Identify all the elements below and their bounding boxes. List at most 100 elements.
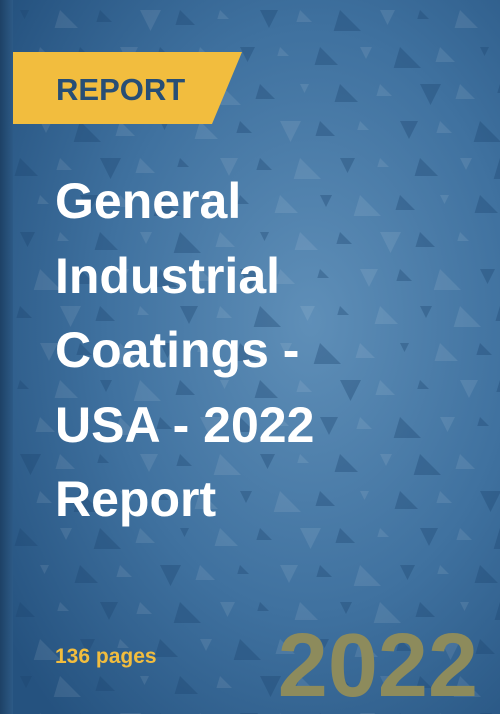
pattern-triangle — [200, 417, 221, 438]
pattern-triangle — [233, 639, 261, 660]
pattern-triangle — [113, 343, 141, 364]
pattern-triangle — [337, 676, 349, 685]
pattern-triangle — [375, 380, 395, 395]
pattern-triangle — [16, 306, 32, 318]
pattern-triangle — [200, 639, 212, 651]
pattern-triangle — [76, 343, 92, 355]
pattern-triangle — [154, 639, 178, 657]
pattern-triangle — [194, 121, 218, 139]
pattern-triangle — [277, 417, 289, 426]
pattern-triangle — [216, 306, 232, 318]
pattern-triangle — [354, 639, 378, 657]
page-count: 136 pages — [55, 645, 157, 668]
pattern-triangle — [220, 380, 229, 389]
pattern-triangle — [160, 343, 175, 358]
pattern-triangle — [274, 195, 298, 213]
title-line: General — [55, 173, 241, 229]
pattern-triangle — [394, 491, 418, 509]
pattern-triangle — [420, 306, 432, 318]
pattern-triangle — [97, 454, 109, 463]
pattern-triangle — [460, 380, 478, 398]
pattern-triangle — [153, 195, 181, 216]
pattern-triangle — [253, 306, 281, 327]
year: 2022 — [278, 616, 478, 714]
pattern-triangle — [73, 121, 101, 142]
pattern-triangle — [415, 232, 435, 247]
pattern-triangle — [313, 343, 341, 364]
pattern-triangle — [440, 417, 455, 432]
pattern-triangle — [400, 565, 415, 580]
pattern-triangle — [473, 121, 500, 142]
pattern-triangle — [96, 10, 112, 22]
pattern-triangle — [256, 528, 272, 540]
pattern-triangle — [277, 47, 289, 56]
pattern-triangle — [260, 10, 278, 28]
pattern-triangle — [493, 158, 500, 179]
pattern-triangle — [200, 195, 215, 210]
pattern-triangle — [180, 306, 198, 324]
pattern-triangle — [336, 232, 352, 244]
pattern-triangle — [176, 454, 192, 466]
pattern-triangle — [440, 639, 461, 660]
pattern-triangle — [316, 565, 332, 577]
pattern-triangle — [437, 565, 449, 574]
pattern-triangle — [436, 121, 452, 133]
pattern-triangle — [414, 158, 438, 176]
pattern-triangle — [57, 232, 69, 241]
pattern-triangle — [475, 639, 495, 654]
pattern-triangle — [280, 121, 301, 142]
tag-banner — [13, 52, 242, 124]
pattern-triangle — [53, 676, 81, 697]
pattern-triangle — [494, 602, 500, 620]
pattern-triangle — [493, 528, 500, 549]
title-line: Industrial — [55, 248, 280, 304]
pattern-triangle — [114, 417, 138, 435]
pattern-triangle — [496, 380, 500, 392]
pattern-triangle — [257, 602, 269, 611]
spine — [0, 0, 13, 714]
pattern-triangle — [275, 639, 295, 654]
pattern-triangle — [156, 417, 172, 429]
pattern-triangle — [480, 269, 495, 284]
pattern-triangle — [415, 602, 435, 617]
pattern-triangle — [477, 417, 489, 426]
pattern-triangle — [456, 528, 472, 540]
pattern-triangle — [14, 528, 38, 546]
pattern-triangle — [356, 417, 372, 429]
pattern-triangle — [355, 343, 375, 358]
pattern-triangle — [95, 306, 115, 321]
pattern-triangle — [400, 121, 418, 139]
pattern-triangle — [220, 602, 235, 617]
pattern-triangle — [194, 491, 218, 509]
pattern-triangle — [100, 602, 118, 620]
pattern-triangle — [320, 639, 329, 648]
pattern-triangle — [140, 232, 152, 244]
pattern-triangle — [334, 454, 358, 472]
pattern-triangle — [440, 195, 449, 204]
pattern-triangle — [317, 269, 329, 278]
title-line: Coatings - — [55, 322, 299, 378]
pattern-triangle — [340, 602, 352, 614]
pattern-triangle — [275, 269, 295, 284]
pattern-triangle — [373, 602, 401, 623]
pattern-triangle — [374, 306, 398, 324]
pattern-triangle — [460, 602, 469, 611]
pattern-triangle — [140, 10, 161, 31]
pattern-triangle — [495, 306, 500, 321]
pattern-triangle — [215, 232, 235, 247]
pattern-triangle — [315, 121, 335, 136]
pattern-triangle — [160, 565, 181, 586]
pattern-triangle — [260, 232, 269, 241]
pattern-triangle — [220, 158, 238, 176]
pattern-triangle — [280, 343, 292, 355]
pattern-triangle — [457, 232, 469, 241]
pattern-triangle — [20, 454, 41, 475]
pattern-triangle — [334, 84, 358, 102]
pattern-triangle — [94, 232, 118, 250]
pattern-triangle — [476, 343, 492, 355]
pattern-triangle — [33, 639, 61, 660]
pattern-triangle — [235, 417, 255, 432]
pattern-triangle — [380, 10, 395, 25]
